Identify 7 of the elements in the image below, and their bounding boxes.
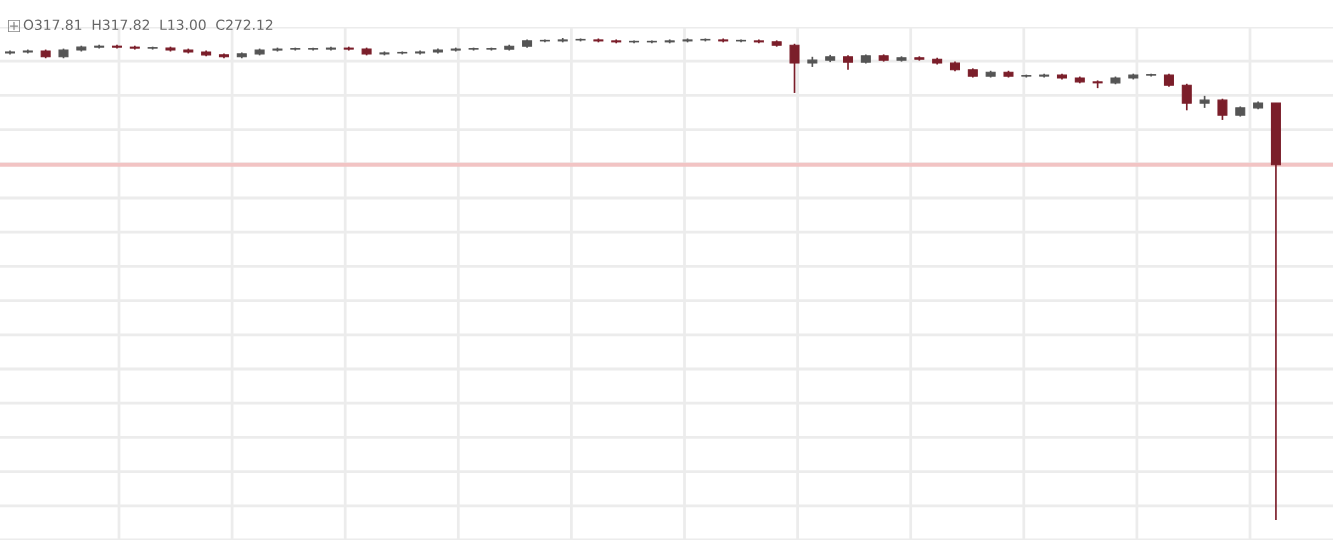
candlestick xyxy=(789,42,800,94)
text: O317.81 xyxy=(23,19,82,31)
text: C272.12 xyxy=(216,19,273,31)
candlestick xyxy=(1217,97,1228,121)
text: L13.00 xyxy=(160,19,206,31)
text: H317.82 xyxy=(92,19,150,31)
candlestick xyxy=(1181,82,1192,112)
